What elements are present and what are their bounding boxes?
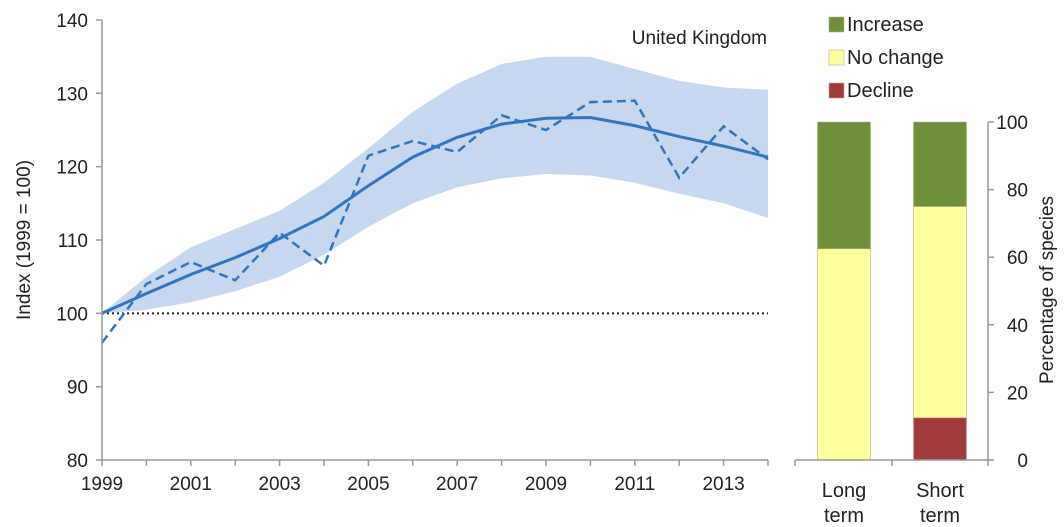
line-y-tick-label: 120 <box>56 158 88 179</box>
bar-y-tick-label: 80 <box>1007 181 1028 202</box>
legend-label: Decline <box>847 80 914 102</box>
line-x-tick-label: 2003 <box>258 474 300 495</box>
bar-y-tick-label: 20 <box>1007 383 1028 404</box>
bar-segment-increase <box>817 121 871 250</box>
legend-swatch-increase <box>828 16 845 33</box>
line-y-tick-label: 80 <box>67 451 88 472</box>
bar-legend: Increase No change Decline <box>828 14 944 102</box>
line-y-tick-labels: 80 90 100 110 120 130 140 <box>56 11 102 472</box>
bar-chart: Increase No change Decline 0 20 40 60 80 100 Lo… <box>794 14 1058 527</box>
line-y-tick-label: 100 <box>56 304 88 325</box>
bar-segment-increase <box>913 121 967 207</box>
bar-y-axis-label: Percentage of species <box>1037 196 1058 384</box>
line-y-tick-label: 140 <box>56 11 88 32</box>
confidence-band <box>102 56 768 314</box>
line-y-tick-label: 90 <box>67 378 88 399</box>
line-x-tick-label: 2005 <box>347 474 389 495</box>
line-x-tick-label: 2013 <box>702 474 744 495</box>
bar-y-tick-label: 60 <box>1007 248 1028 269</box>
line-x-tick-label: 2007 <box>436 474 478 495</box>
line-y-tick-label: 130 <box>56 84 88 105</box>
legend-swatch-no-change <box>828 49 845 66</box>
chart-region-label: United Kingdom <box>632 28 767 49</box>
legend-swatch-decline <box>828 82 845 99</box>
bar-y-tick-label: 0 <box>1017 451 1028 472</box>
bar-category-labels: Long term Short term <box>822 480 965 527</box>
bar-chart-axes <box>794 122 989 466</box>
bar-y-tick-label: 100 <box>996 113 1028 134</box>
line-x-tick-labels: 1999 2001 2003 2005 2007 2009 2011 2013 <box>81 460 769 495</box>
legend-label: No change <box>847 47 944 69</box>
bar-y-tick-labels: 0 20 40 60 80 100 <box>988 113 1028 472</box>
annual-index-line <box>101 99 769 344</box>
line-x-tick-label: 2011 <box>614 474 655 495</box>
bar-category-label: Long term <box>822 480 867 527</box>
bar-stacks <box>817 121 967 461</box>
line-chart: 80 90 100 110 120 130 140 1999 2001 2003 2005 2007… <box>14 11 769 495</box>
line-x-tick-label: 2001 <box>170 474 212 495</box>
line-y-axis-label: Index (1999 = 100) <box>14 160 35 320</box>
bar-segment-decline <box>913 417 967 461</box>
line-x-tick-label: 2009 <box>525 474 567 495</box>
line-x-tick-label: 1999 <box>81 474 123 495</box>
bar-segment-no-change <box>913 206 967 419</box>
bar-category-label: Short term <box>916 480 964 527</box>
line-y-tick-label: 110 <box>58 231 88 252</box>
bar-segment-no-change <box>817 248 871 461</box>
bar-y-tick-label: 40 <box>1007 316 1028 337</box>
legend-label: Increase <box>847 14 924 36</box>
